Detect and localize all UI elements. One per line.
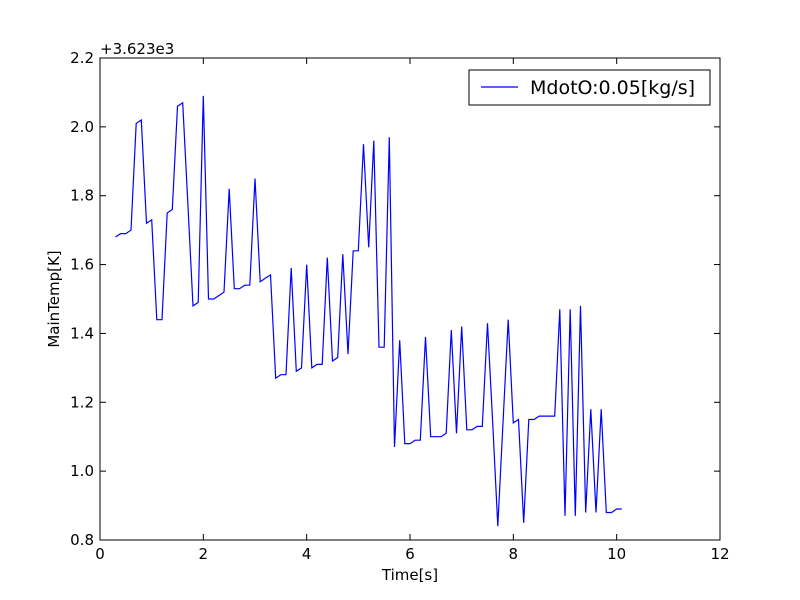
x-tick-label: 4 — [302, 545, 312, 563]
y-tick-label: 2.0 — [70, 118, 94, 136]
x-tick-label: 2 — [199, 545, 209, 563]
y-tick-label: 1.6 — [70, 256, 94, 274]
x-tick-label: 6 — [405, 545, 415, 563]
y-tick-label: 1.8 — [70, 187, 94, 205]
y-axis-label: MainTemp[K] — [45, 250, 63, 347]
x-tick-label: 0 — [95, 545, 105, 563]
y-tick-label: 0.8 — [70, 531, 94, 549]
x-tick-label: 8 — [509, 545, 519, 563]
axis-ticks — [99, 57, 721, 541]
plot-background — [100, 58, 720, 540]
y-tick-label: 1.0 — [70, 462, 94, 480]
y-tick-label: 1.2 — [70, 393, 94, 411]
legend: MdotO:0.05[kg/s] — [468, 69, 711, 106]
plot-area — [100, 58, 720, 540]
y-tick-label: 1.4 — [70, 324, 94, 342]
series-group — [115, 95, 622, 527]
y-tick-label: 2.2 — [70, 49, 94, 67]
x-tick-label: 10 — [607, 545, 626, 563]
series-line — [115, 95, 622, 527]
y-axis-offset-label: +3.623e3 — [100, 40, 174, 58]
x-axis-label: Time[s] — [381, 566, 438, 584]
axis-tick-labels: 0 2 4 6 8 10 12 0.8 1.0 1.2 1.4 1.6 1.8 2.0 2.2 — [70, 49, 729, 563]
legend-entry-label: MdotO:0.05[kg/s] — [530, 77, 695, 99]
x-tick-label: 12 — [710, 545, 729, 563]
